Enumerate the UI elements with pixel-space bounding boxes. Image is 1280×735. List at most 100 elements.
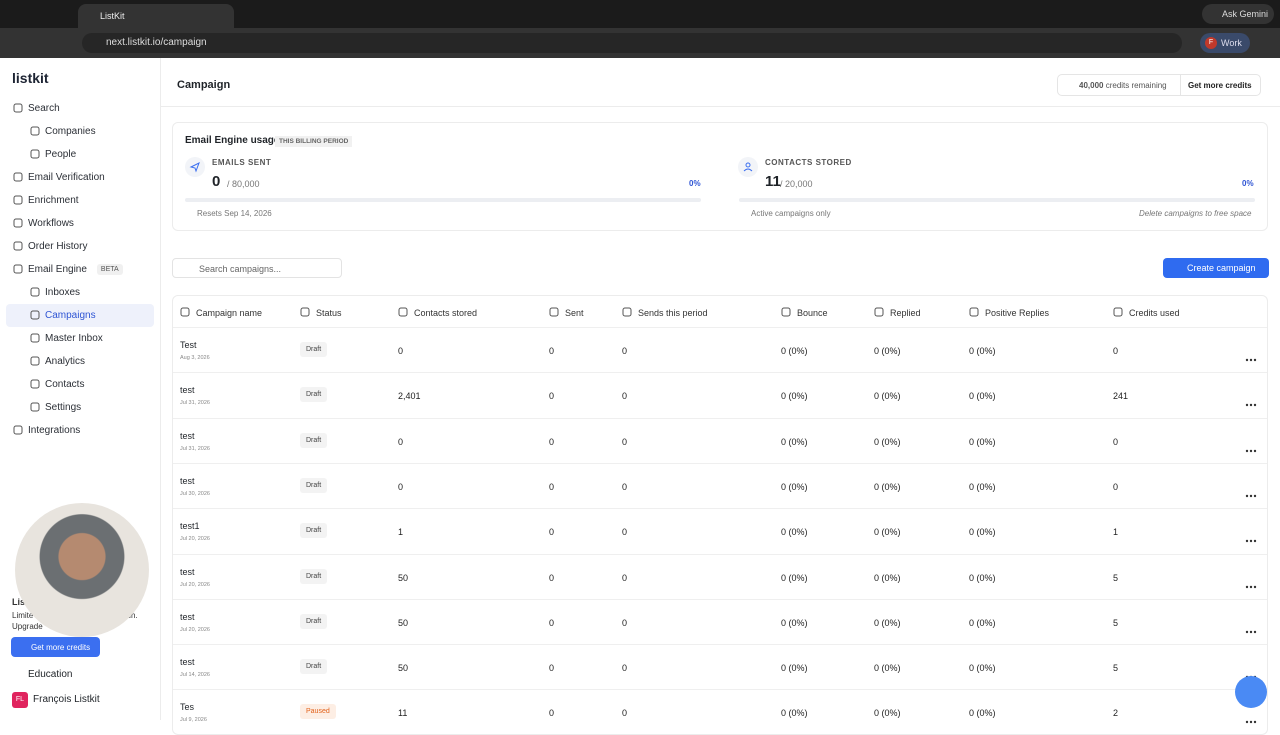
table-row[interactable]: Test Aug 3, 2026 Draft 0 0 0 0 (0%) 0 (0%) 0 (0%… [173, 327, 1267, 372]
gemini-button[interactable]: Ask Gemini [1202, 4, 1274, 24]
icon [30, 149, 40, 159]
status-badge: Paused [300, 704, 336, 720]
row-menu[interactable] [1245, 576, 1257, 594]
column-header: Campaign name [180, 307, 262, 318]
nav-label: Contacts [45, 379, 85, 390]
cell: 0 [549, 527, 555, 538]
icon [781, 307, 791, 317]
column-header: Positive Replies [969, 307, 1049, 318]
table-row[interactable]: test Jul 31, 2026 Draft 0 0 0 0 (0%) 0 (0%) 0 (0… [173, 417, 1267, 463]
campaign-name: test [180, 611, 195, 622]
browser-tab[interactable]: ListKit [78, 4, 234, 28]
campaign-date: Jul 20, 2026 [180, 626, 210, 633]
row-menu[interactable] [1245, 530, 1257, 548]
table-row[interactable]: test Jul 20, 2026 Draft 50 0 0 0 (0%) 0 (0%) 0 (… [173, 553, 1267, 599]
campaign-name: test [180, 430, 195, 441]
cell: 0 [622, 617, 628, 628]
icon [1113, 307, 1123, 317]
cell: 0 [549, 346, 555, 356]
cell: 50 [398, 617, 409, 628]
user-name[interactable]: François Listkit [33, 694, 100, 705]
search-field[interactable]: Search campaigns... [172, 258, 342, 278]
nav-item[interactable]: Settings [6, 396, 154, 419]
table-row[interactable]: test Jul 20, 2026 Draft 50 0 0 0 (0%) 0 (0%) 0 (… [173, 598, 1267, 644]
logo[interactable]: listkit [12, 70, 49, 86]
nav-item[interactable]: Campaigns [6, 304, 154, 327]
create-campaign-button[interactable]: Create campaign [1163, 258, 1269, 278]
cell: 0 (0%) [969, 391, 996, 402]
credits: 40,000 [1079, 81, 1104, 90]
cell: 0 [549, 617, 555, 628]
dots-icon [1245, 630, 1257, 633]
nav-label: Analytics [45, 356, 86, 367]
education-link[interactable]: Education [28, 669, 73, 680]
cell: 0 [622, 436, 628, 447]
row-menu[interactable] [1245, 485, 1257, 503]
column-label: Status [316, 308, 342, 318]
status-badge: Draft [300, 659, 328, 675]
emails-value: 0 [212, 173, 221, 190]
row-menu[interactable] [1245, 349, 1257, 367]
get-credits-button[interactable]: Get more credits [11, 637, 100, 657]
nav-item[interactable]: Email Engine BETA [6, 258, 154, 281]
icon [30, 126, 40, 136]
cell: 0 (0%) [969, 346, 996, 356]
status-badge: Draft [300, 342, 328, 357]
nav-item[interactable]: Master Inbox [6, 327, 154, 350]
cell: 0 [1113, 481, 1119, 492]
table-row[interactable]: test Jul 14, 2026 Draft 50 0 0 0 (0%) 0 (0%) 0 (… [173, 644, 1267, 689]
cell: 0 (0%) [781, 391, 808, 402]
row-menu[interactable] [1245, 440, 1257, 458]
nav-item[interactable]: Contacts [6, 373, 154, 396]
cell: 0 [622, 663, 628, 674]
nav-item[interactable]: Search [6, 97, 154, 120]
nav-item[interactable]: Analytics [6, 350, 154, 373]
icon [30, 287, 40, 297]
profile-initial: F [1205, 37, 1217, 49]
promo-title: Lis [12, 597, 26, 607]
table-row[interactable]: test Jul 31, 2026 Draft 2,401 0 0 0 (0%) 0 (0%)… [173, 372, 1267, 417]
campaign-date: Jul 20, 2026 [180, 581, 210, 588]
nav-item[interactable]: Integrations [6, 419, 154, 442]
table-row[interactable]: Tes Jul 9, 2026 Paused 11 0 0 0 (0%) 0 (0%) 0 (0… [173, 689, 1267, 734]
column-header: Bounce [781, 307, 828, 318]
cell: 0 [549, 391, 555, 402]
url-field[interactable]: next.listkit.io/campaign [82, 33, 1182, 53]
cell: 0 [549, 436, 555, 447]
nav-item[interactable]: Inboxes [6, 281, 154, 304]
icon [13, 218, 23, 228]
cell: 0 (0%) [781, 527, 808, 538]
emails-bar [185, 198, 701, 202]
cell: 0 [398, 346, 404, 356]
table-row[interactable]: test Jul 30, 2026 Draft 0 0 0 0 (0%) 0 (0%) 0 (0… [173, 462, 1267, 508]
campaign-name: test [180, 385, 195, 396]
emails-note: Resets Sep 14, 2026 [197, 209, 272, 218]
cell: 1 [398, 527, 404, 538]
cell: 0 (0%) [781, 481, 808, 492]
campaign-date: Jul 30, 2026 [180, 490, 210, 497]
campaign-name: test1 [180, 521, 200, 532]
status-badge: Draft [300, 523, 328, 539]
cell: 0 (0%) [781, 346, 808, 356]
icon [180, 307, 190, 317]
nav-item[interactable]: Companies [6, 120, 154, 143]
nav-item[interactable]: Enrichment [6, 189, 154, 212]
nav-label: Email Verification [28, 172, 105, 183]
cell: 50 [398, 663, 409, 674]
nav-item[interactable]: Workflows [6, 212, 154, 235]
status-badge: Draft [300, 387, 328, 403]
period-badge: THIS BILLING PERIOD [275, 136, 353, 147]
row-menu[interactable] [1245, 711, 1257, 729]
row-menu[interactable] [1245, 621, 1257, 639]
chat-launcher[interactable] [1235, 676, 1267, 708]
nav-item[interactable]: People [6, 143, 154, 166]
get-credits-button[interactable]: Get more credits [1180, 75, 1260, 95]
nav-label: People [45, 149, 77, 160]
nav-label: Enrichment [28, 195, 79, 206]
nav-item[interactable]: Order History [6, 235, 154, 258]
nav-item[interactable]: Email Verification [6, 166, 154, 189]
table-row[interactable]: test1 Jul 20, 2026 Draft 1 0 0 0 (0%) 0 (0%) 0 (… [173, 508, 1267, 553]
nav: Search Companies People Email Verification E… [6, 97, 154, 442]
row-menu[interactable] [1245, 394, 1257, 412]
nav-label: Master Inbox [45, 333, 103, 344]
